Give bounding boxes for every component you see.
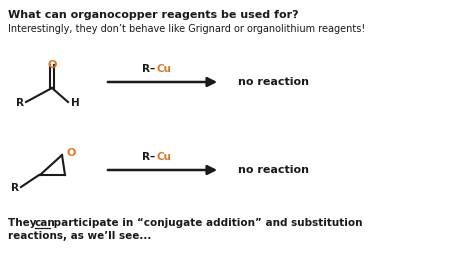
Text: R: R: [16, 98, 24, 108]
Text: R–: R–: [142, 64, 155, 74]
Text: They: They: [8, 218, 40, 228]
Text: R: R: [11, 183, 19, 193]
Text: no reaction: no reaction: [238, 165, 309, 175]
Text: no reaction: no reaction: [238, 77, 309, 87]
Text: What can organocopper reagents be used for?: What can organocopper reagents be used f…: [8, 10, 299, 20]
Text: O: O: [67, 148, 76, 158]
Text: reactions, as we’ll see...: reactions, as we’ll see...: [8, 231, 151, 241]
Text: O: O: [47, 60, 57, 70]
Text: Cu: Cu: [157, 152, 172, 162]
Text: Interestingly, they don’t behave like Grignard or organolithium reagents!: Interestingly, they don’t behave like Gr…: [8, 24, 365, 34]
Text: Cu: Cu: [157, 64, 172, 74]
Text: can: can: [35, 218, 56, 228]
Text: R–: R–: [142, 152, 155, 162]
Text: participate in “conjugate addition” and substitution: participate in “conjugate addition” and …: [50, 218, 363, 228]
Text: H: H: [71, 98, 79, 108]
